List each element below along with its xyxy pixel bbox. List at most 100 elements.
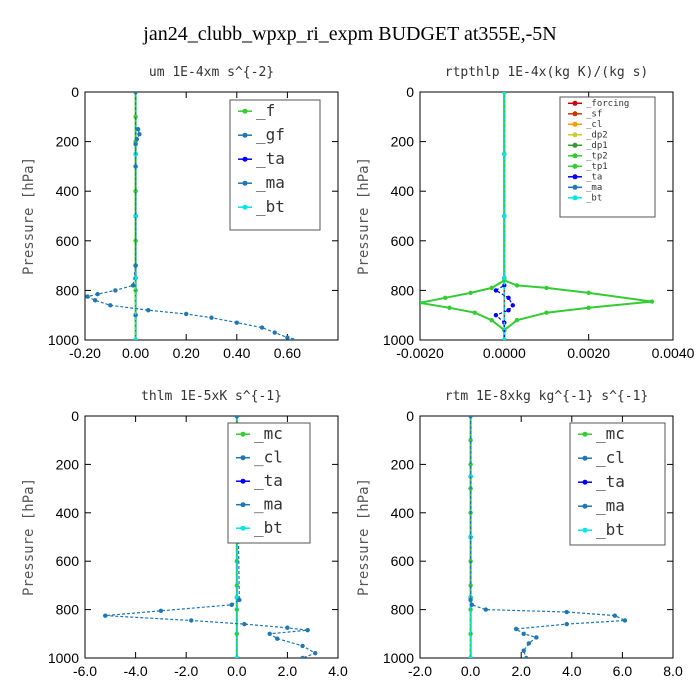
- data-point: [133, 92, 138, 95]
- y-tick-label: 0: [71, 84, 79, 100]
- x-tick-label: 0.0000: [483, 345, 526, 361]
- x-tick-label: 0.0040: [652, 345, 695, 361]
- data-point: [158, 608, 164, 614]
- legend-marker-dot: [572, 142, 578, 148]
- data-point: [564, 621, 569, 627]
- chart-panel-2: rtpthlp 1E-4x(kg K)/(kg s) Pressure [hPa]…: [356, 65, 695, 361]
- legend-marker-dot: [582, 479, 588, 485]
- data-point: [137, 131, 142, 137]
- chart-panel-1: um 1E-4xm s^{-2} Pressure [hPa] 0 200 400 600…: [21, 65, 339, 361]
- data-point: [420, 300, 423, 305]
- data-point: [564, 609, 569, 615]
- x-tick-label: 4.0: [562, 663, 582, 679]
- data-point: [506, 308, 511, 313]
- legend-marker-dot: [582, 503, 588, 509]
- data-point: [502, 151, 507, 157]
- data-point: [502, 283, 507, 288]
- data-point: [612, 613, 618, 618]
- series-line: [420, 92, 506, 340]
- data-point: [234, 607, 239, 612]
- data-point: [468, 462, 473, 467]
- data-point: [468, 416, 473, 419]
- data-point: [133, 337, 138, 340]
- data-point: [521, 648, 526, 653]
- x-tick-label: 0.00: [122, 345, 149, 361]
- data-point: [234, 416, 239, 419]
- x-tick-label: -4.0: [124, 663, 148, 679]
- y-axis-label: Pressure [hPa]: [356, 478, 372, 596]
- data-point: [493, 313, 499, 318]
- data-point: [133, 213, 138, 219]
- data-point: [502, 337, 507, 340]
- legend-marker-dot: [240, 525, 246, 531]
- data-point: [502, 92, 507, 95]
- data-point: [113, 288, 118, 293]
- data-point: [189, 618, 194, 623]
- y-tick-label: 600: [56, 553, 80, 569]
- data-point: [108, 303, 113, 308]
- x-tick-label: -2.0: [174, 663, 198, 679]
- y-tick-label: 600: [391, 233, 415, 249]
- data-point: [242, 621, 247, 627]
- legend-marker-dot: [242, 156, 248, 162]
- y-axis-label: Pressure [hPa]: [21, 478, 37, 596]
- data-point: [502, 275, 507, 281]
- legend-label: _ta: [254, 471, 283, 490]
- legend-label: _dp1: [586, 141, 608, 151]
- data-point: [300, 643, 305, 649]
- y-tick-label: 0: [71, 408, 79, 424]
- data-point: [184, 311, 189, 317]
- data-point: [133, 263, 138, 268]
- data-point: [272, 330, 277, 335]
- data-point: [468, 655, 473, 658]
- data-point: [443, 295, 448, 301]
- data-point: [586, 290, 591, 296]
- data-point: [469, 602, 475, 607]
- legend-marker-dot: [572, 121, 578, 127]
- data-point: [290, 337, 295, 340]
- x-tick-label: 0.40: [223, 345, 250, 361]
- legend-marker-dot: [242, 108, 248, 114]
- data-point: [447, 305, 452, 310]
- legend-marker-dot: [572, 132, 578, 138]
- legend-label: _bt: [256, 197, 285, 216]
- data-point: [135, 127, 141, 132]
- axes-frame: [419, 91, 674, 341]
- data-point: [544, 285, 549, 291]
- legend-label: _ma: [596, 496, 625, 515]
- data-point: [489, 285, 494, 291]
- y-tick-label: 200: [391, 134, 415, 150]
- data-point: [285, 335, 290, 340]
- series-line: [470, 416, 628, 658]
- data-point: [229, 602, 234, 607]
- chart-panel-3: thlm 1E-5xK s^{-1} Pressure [hPa] 0 200 400 6…: [21, 389, 348, 679]
- data-point: [493, 288, 499, 293]
- y-tick-label: 200: [56, 456, 80, 472]
- axes-frame: [84, 91, 339, 341]
- data-point: [103, 613, 108, 618]
- chart-panel-4: rtm 1E-8xkg kg^{-1} s^{-1} Pressure [hPa]…: [356, 389, 683, 679]
- data-point: [133, 164, 138, 169]
- legend-label: _mc: [254, 424, 283, 443]
- data-point: [544, 310, 549, 315]
- legend-marker-dot: [242, 180, 248, 186]
- legend-label: _bt: [254, 518, 283, 537]
- y-axis-label: Pressure [hPa]: [356, 157, 372, 275]
- legend-label: _bt: [596, 520, 625, 539]
- y-tick-label: 1000: [48, 650, 79, 666]
- data-point: [526, 641, 531, 646]
- data-point: [521, 631, 526, 636]
- legend-marker-dot: [240, 455, 246, 461]
- legend-marker-dot: [582, 431, 588, 437]
- data-point: [586, 305, 591, 310]
- data-point: [234, 583, 239, 588]
- legend-label: _tp2: [586, 152, 608, 162]
- legend-label: _cl: [586, 120, 602, 130]
- x-tick-label: 0.20: [173, 345, 200, 361]
- series-line: [85, 92, 293, 340]
- plot-area: [468, 416, 628, 658]
- legend-marker-dot: [572, 153, 578, 159]
- y-tick-label: 400: [56, 505, 80, 521]
- y-tick-label: 1000: [48, 332, 79, 348]
- series-line: [105, 416, 317, 658]
